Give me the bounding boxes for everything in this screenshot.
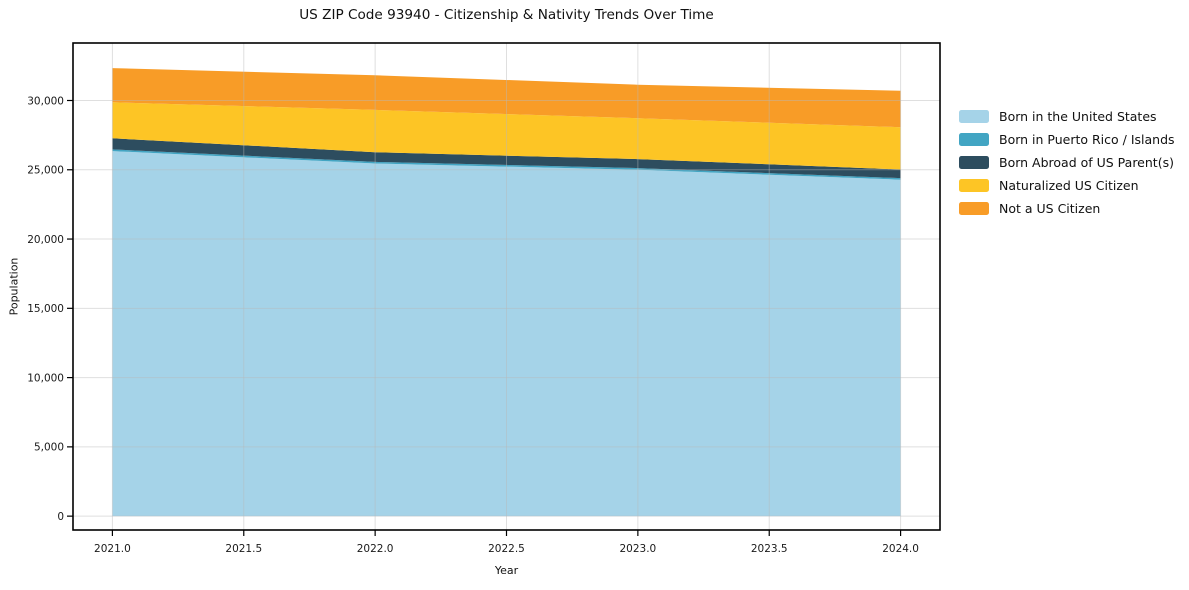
x-tick-label: 2021.5 [225,543,262,555]
y-tick-label: 0 [57,511,64,523]
legend-label: Born Abroad of US Parent(s) [999,155,1174,170]
x-tick-label: 2021.0 [94,543,131,555]
legend-item-0: Born in the United States [959,105,1175,128]
y-axis-label: Population [7,257,21,316]
legend-label: Born in Puerto Rico / Islands [999,132,1175,147]
legend-item-1: Born in Puerto Rico / Islands [959,128,1175,151]
y-tick-label: 25,000 [27,165,64,177]
x-tick-label: 2022.5 [488,543,525,555]
area-series-2 [112,138,901,179]
x-axis-label: Year [494,564,519,577]
legend-swatch [959,133,989,146]
legend-label: Born in the United States [999,109,1157,124]
x-tick-label: 2022.0 [357,543,394,555]
x-tick-label: 2024.0 [882,543,919,555]
area-series-0 [112,151,901,517]
x-tick-label: 2023.0 [619,543,656,555]
area-series-3 [112,102,901,170]
legend-label: Naturalized US Citizen [999,178,1139,193]
legend-swatch [959,202,989,215]
legend: Born in the United States Born in Puerto … [959,105,1175,220]
legend-swatch [959,156,989,169]
area-series-1 [112,149,901,180]
y-axis-label-container: Population [0,43,28,530]
y-tick-label: 10,000 [27,372,64,384]
legend-swatch [959,179,989,192]
area-series-4 [112,68,901,128]
legend-item-2: Born Abroad of US Parent(s) [959,151,1175,174]
chart-title: US ZIP Code 93940 - Citizenship & Nativi… [299,7,714,23]
y-tick-label: 5,000 [34,442,64,454]
legend-item-3: Naturalized US Citizen [959,174,1175,197]
legend-swatch [959,110,989,123]
legend-item-4: Not a US Citizen [959,197,1175,220]
y-tick-label: 30,000 [27,95,64,107]
y-tick-label: 15,000 [27,303,64,315]
legend-label: Not a US Citizen [999,201,1101,216]
y-tick-label: 20,000 [27,234,64,246]
x-tick-label: 2023.5 [751,543,788,555]
